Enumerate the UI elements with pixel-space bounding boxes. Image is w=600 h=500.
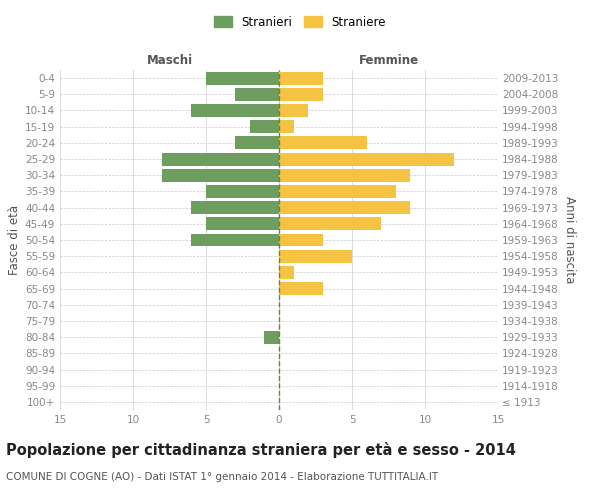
Bar	[279, 72, 323, 85]
Bar	[279, 120, 293, 133]
Bar	[191, 234, 279, 246]
Bar	[191, 201, 279, 214]
Bar	[162, 169, 279, 181]
Bar	[279, 266, 293, 279]
Bar	[279, 185, 396, 198]
Bar	[279, 104, 308, 117]
Bar	[206, 72, 279, 85]
Bar	[279, 234, 323, 246]
Bar	[235, 136, 279, 149]
Text: Femmine: Femmine	[358, 54, 419, 67]
Bar	[279, 282, 323, 295]
Bar	[279, 218, 381, 230]
Bar	[279, 250, 352, 262]
Bar	[206, 185, 279, 198]
Bar	[191, 104, 279, 117]
Bar	[250, 120, 279, 133]
Bar	[279, 201, 410, 214]
Bar	[235, 88, 279, 101]
Bar	[279, 136, 367, 149]
Y-axis label: Anni di nascita: Anni di nascita	[563, 196, 575, 284]
Legend: Stranieri, Straniere: Stranieri, Straniere	[209, 11, 391, 34]
Bar	[279, 169, 410, 181]
Bar	[162, 152, 279, 166]
Text: Popolazione per cittadinanza straniera per età e sesso - 2014: Popolazione per cittadinanza straniera p…	[6, 442, 516, 458]
Bar	[279, 88, 323, 101]
Text: Maschi: Maschi	[146, 54, 193, 67]
Bar	[206, 218, 279, 230]
Y-axis label: Fasce di età: Fasce di età	[8, 205, 21, 275]
Bar	[265, 330, 279, 344]
Bar	[279, 152, 454, 166]
Text: COMUNE DI COGNE (AO) - Dati ISTAT 1° gennaio 2014 - Elaborazione TUTTITALIA.IT: COMUNE DI COGNE (AO) - Dati ISTAT 1° gen…	[6, 472, 438, 482]
